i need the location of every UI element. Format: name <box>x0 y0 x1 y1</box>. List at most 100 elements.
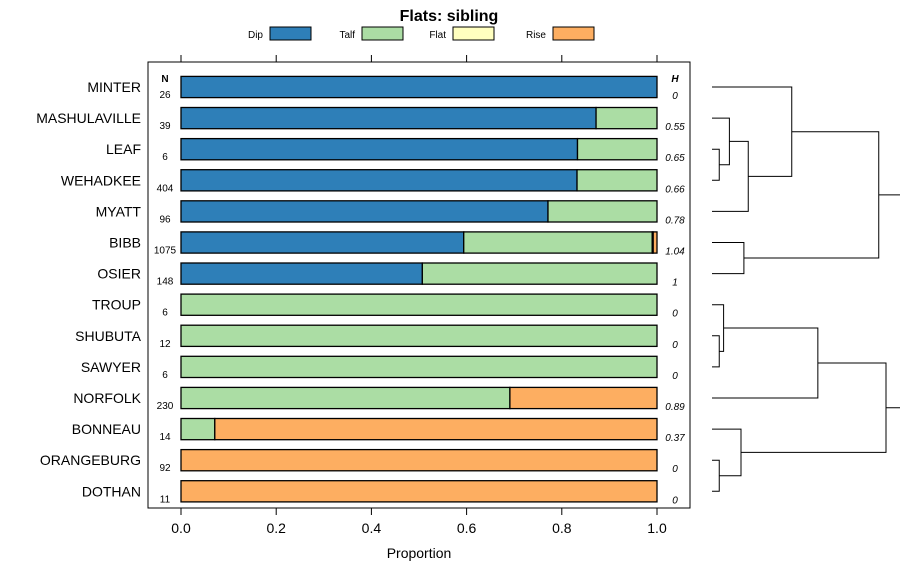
n-value: 6 <box>162 370 168 381</box>
x-tick-label: 0.8 <box>552 520 572 536</box>
n-value: 26 <box>159 90 171 101</box>
legend-label-rise: Rise <box>526 30 546 41</box>
category-label-shubuta: SHUBUTA <box>75 328 142 344</box>
bar-segment-dothan-rise <box>180 480 658 503</box>
bars-group: MINTER 26 0 MASHULAVILLE 39 0.55 LEAF 6 0.65 WEHA… <box>36 75 685 506</box>
bar-segment-troup-talf <box>180 293 658 316</box>
bar-segment-mashulaville-dip <box>180 106 597 130</box>
chart-title: Flats: sibling <box>400 8 499 25</box>
bar-segment-osier-dip <box>180 262 423 285</box>
dendrogram-link <box>743 131 880 259</box>
dendrogram-link <box>712 86 793 177</box>
n-value: 92 <box>159 463 171 474</box>
bar-segment-myatt-dip <box>180 200 549 223</box>
legend-swatch-dip <box>269 26 312 41</box>
n-value: 14 <box>159 432 171 443</box>
category-label-osier: OSIER <box>97 266 141 282</box>
legend-label-flat: Flat <box>429 30 446 41</box>
bar-segment-bibb-rise <box>652 231 658 254</box>
dendrogram-link <box>712 242 745 275</box>
n-value: 12 <box>159 339 171 350</box>
bar-segment-mashulaville-talf <box>595 106 658 130</box>
n-value: 6 <box>162 152 168 163</box>
category-label-dothan: DOTHAN <box>82 483 141 499</box>
dendrogram-link <box>712 140 749 212</box>
h-value: 0.66 <box>665 184 685 195</box>
legend-swatch-flat <box>452 26 495 41</box>
h-value: 0 <box>672 91 678 102</box>
dendrogram-link <box>712 335 720 368</box>
legend-label-talf: Talf <box>339 30 355 41</box>
n-value: 96 <box>159 214 171 225</box>
h-value: 1 <box>672 278 678 289</box>
x-tick-label: 0.2 <box>266 520 286 536</box>
x-tick-label: 0.6 <box>457 520 477 536</box>
bar-segment-osier-talf <box>421 262 658 285</box>
n-value: 148 <box>157 277 174 288</box>
h-value: 0 <box>672 340 678 351</box>
category-label-bibb: BIBB <box>109 235 141 251</box>
category-label-minter: MINTER <box>87 79 141 95</box>
bar-segment-leaf-talf <box>576 137 658 161</box>
n-value: 39 <box>159 121 171 132</box>
h-value: 0.65 <box>665 153 685 164</box>
dendrogram-link <box>712 428 742 477</box>
legend: Dip Talf Flat Rise <box>248 26 595 41</box>
category-label-bonneau: BONNEAU <box>72 421 141 437</box>
h-value: 0.78 <box>665 215 685 226</box>
n-column-header: N <box>161 74 168 85</box>
bar-segment-bibb-dip <box>180 231 465 254</box>
x-axis-label: Proportion <box>387 545 452 561</box>
category-label-leaf: LEAF <box>106 141 141 157</box>
n-value: 11 <box>160 494 171 505</box>
h-value: 0 <box>672 495 678 506</box>
bar-segment-shubuta-talf <box>180 324 658 348</box>
bar-segment-bibb-talf <box>463 231 653 254</box>
dendrogram-link <box>712 117 730 166</box>
bar-segment-bonneau-talf <box>180 417 216 441</box>
category-label-troup: TROUP <box>92 297 141 313</box>
h-value: 0.55 <box>665 122 685 133</box>
dendrogram-link <box>712 304 725 352</box>
h-value: 0 <box>672 371 678 382</box>
bar-segment-norfolk-rise <box>509 386 658 410</box>
dendrogram-link <box>712 327 819 399</box>
legend-label-dip: Dip <box>248 30 263 41</box>
legend-swatch-talf <box>361 26 404 41</box>
category-label-norfolk: NORFOLK <box>73 390 141 406</box>
category-label-sawyer: SAWYER <box>81 359 141 375</box>
x-tick-label: 1.0 <box>647 520 667 536</box>
n-value: 230 <box>157 401 174 412</box>
plot-frame <box>147 61 691 509</box>
h-value: 0 <box>672 309 678 320</box>
bar-segment-leaf-dip <box>180 137 579 161</box>
bar-segment-orangeburg-rise <box>180 448 658 472</box>
n-value: 404 <box>157 183 174 194</box>
n-value: 1075 <box>154 246 177 257</box>
h-column-header: H <box>671 74 679 85</box>
bar-segment-wehadkee-dip <box>180 169 578 192</box>
h-value: 0 <box>672 464 678 475</box>
h-value: 0.37 <box>665 433 685 444</box>
x-axis: 0.0 0.2 0.4 0.6 0.8 1.0 <box>171 55 667 536</box>
h-value: 1.04 <box>665 247 685 258</box>
x-tick-label: 0.0 <box>171 520 191 536</box>
bar-segment-bonneau-rise <box>214 417 658 441</box>
n-value: 6 <box>162 308 168 319</box>
x-tick-label: 0.4 <box>362 520 382 536</box>
dendrogram-link <box>878 194 900 409</box>
dendrogram-link <box>712 148 720 181</box>
dendrogram-link <box>741 362 887 453</box>
category-label-mashulaville: MASHULAVILLE <box>36 110 141 126</box>
bar-segment-sawyer-talf <box>180 355 658 379</box>
bar-segment-wehadkee-talf <box>576 169 658 192</box>
dendrogram <box>712 86 900 492</box>
dendrogram-link <box>712 459 720 492</box>
bar-segment-norfolk-talf <box>180 386 511 410</box>
category-label-myatt: MYATT <box>96 203 142 219</box>
category-label-orangeburg: ORANGEBURG <box>40 452 141 468</box>
bar-segment-minter-dip <box>180 75 658 99</box>
h-value: 0.89 <box>665 402 685 413</box>
category-label-wehadkee: WEHADKEE <box>61 172 141 188</box>
